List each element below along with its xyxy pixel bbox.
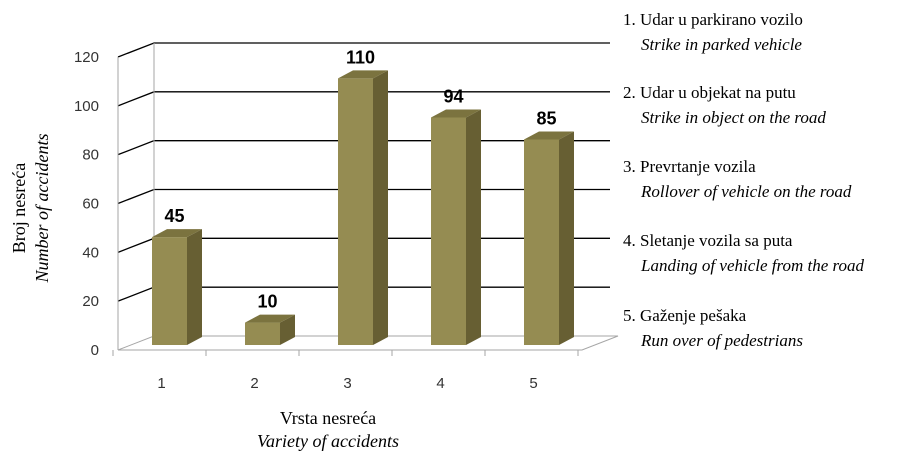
x-tick-label-4: 4 — [436, 375, 444, 392]
bar-4-top — [431, 109, 481, 118]
x-axis-title-en: Variety of accidents — [257, 431, 399, 451]
bar-5-side — [559, 131, 574, 345]
y-tick-label-0: 0 — [91, 342, 99, 359]
y-tick-label-80: 80 — [82, 147, 99, 164]
y-axis-title: Broj nesreća — [9, 163, 29, 253]
legend-item-5-label: 5. Gaženje pešaka — [623, 306, 747, 325]
bar-5-top — [524, 131, 574, 140]
x-tick-label-3: 3 — [343, 375, 351, 392]
y-axis-title-en: Number of accidents — [32, 134, 52, 284]
legend-item-1-label-en: Strike in parked vehicle — [641, 35, 802, 54]
label-layer: 45 10 110 94 85 — [164, 47, 556, 311]
x-tick-label-5: 5 — [529, 375, 537, 392]
bar-3-front — [338, 78, 373, 346]
bar-2-front — [245, 322, 280, 345]
legend-item-1-label: 1. Udar u parkirano vozilo — [623, 10, 803, 29]
y-tick-label-40: 40 — [82, 244, 99, 261]
bar-layer — [152, 70, 574, 346]
y-tick-label-60: 60 — [82, 196, 99, 213]
legend-item-3-label: 3. Prevrtanje vozila — [623, 157, 756, 176]
data-label-4: 94 — [443, 86, 463, 106]
legend-item-3-label-en: Rollover of vehicle on the road — [640, 182, 852, 201]
bar-4-side — [466, 109, 481, 345]
legend-item-2-label-en: Strike in object on the road — [641, 108, 826, 127]
legend-item-2-label: 2. Udar u objekat na putu — [623, 83, 796, 102]
data-label-5: 85 — [536, 108, 556, 128]
x-tick-label-1: 1 — [157, 375, 165, 392]
y-tick-label-120: 120 — [74, 49, 99, 66]
bar-3-top — [338, 70, 388, 79]
bar-5-front — [524, 139, 559, 345]
legend: 1. Udar u parkirano vozilo Strike in par… — [623, 10, 865, 350]
bar-1-side — [187, 229, 202, 345]
bar-2-top — [245, 314, 295, 323]
x-tick-label-2: 2 — [250, 375, 258, 392]
y-tick-label-20: 20 — [82, 293, 99, 310]
floor-outline — [117, 335, 619, 351]
legend-item-5-label-en: Run over of pedestrians — [640, 331, 803, 350]
legend-item-4-label: 4. Sletanje vozila sa puta — [623, 231, 793, 250]
data-label-1: 45 — [164, 206, 184, 226]
data-label-2: 10 — [257, 292, 277, 312]
bar-1-front — [152, 237, 187, 345]
legend-item-4-label-en: Landing of vehicle from the road — [640, 256, 865, 275]
x-axis-title: Vrsta nesreća — [280, 408, 376, 428]
data-label-3: 110 — [346, 47, 375, 67]
bar-1-top — [152, 229, 202, 238]
bar-3-side — [373, 70, 388, 346]
y-tick-label-100: 100 — [74, 98, 99, 115]
bar-4-front — [431, 117, 466, 345]
bar-2-side — [280, 314, 295, 345]
